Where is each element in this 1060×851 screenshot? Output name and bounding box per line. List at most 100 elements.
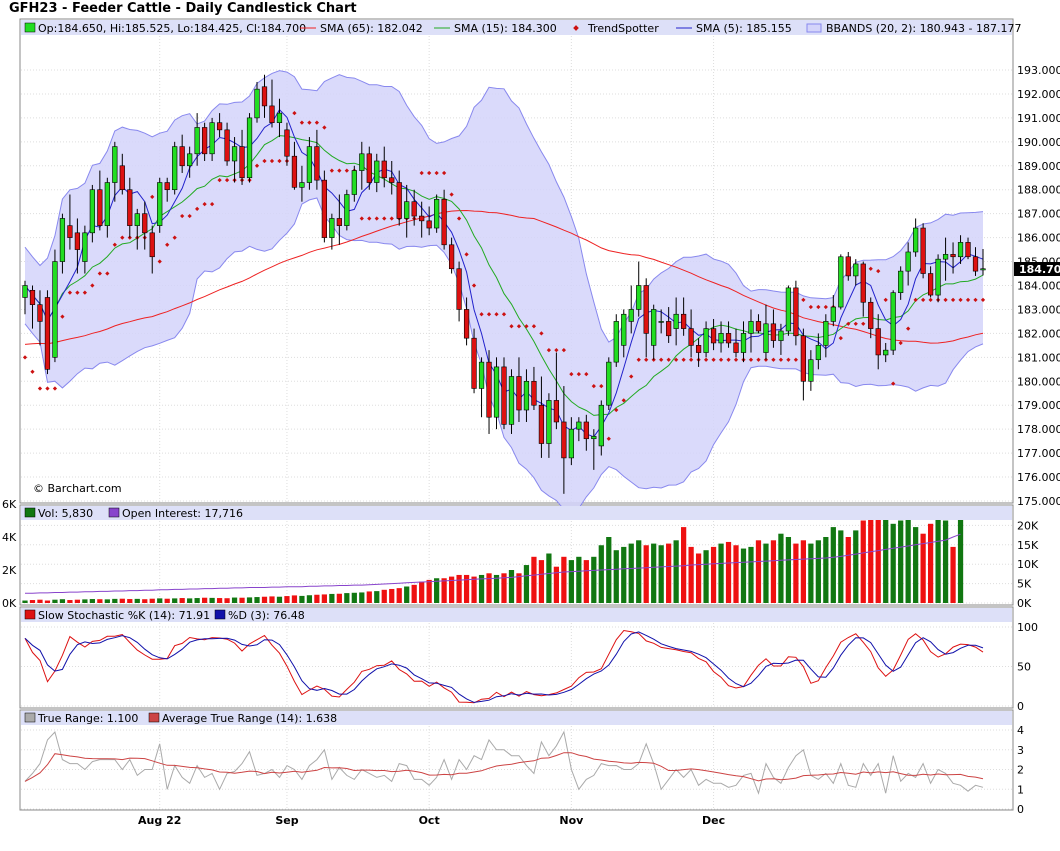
volume-bar: [149, 598, 155, 603]
trendspotter-dot: [262, 158, 267, 164]
candle-body: [172, 146, 178, 191]
candle-body: [531, 380, 537, 406]
volume-bar: [636, 540, 642, 603]
atr-panel[interactable]: [19, 709, 1014, 811]
candle-body: [598, 404, 604, 447]
volume-bar: [733, 545, 739, 603]
price-tick-label: 183.000: [1017, 303, 1060, 316]
tr-legend-swatch: [24, 712, 36, 723]
trendspotter-dot: [427, 170, 432, 176]
stoch-d-line: [24, 631, 984, 703]
atr-line: [24, 752, 984, 782]
volume-bar: [374, 591, 380, 603]
candle-body: [74, 232, 81, 250]
volume-bar: [793, 543, 799, 603]
price-tick-label: 186.000: [1017, 232, 1060, 245]
candle-body: [261, 86, 268, 107]
trendspotter-dot: [367, 216, 372, 221]
volume-bar: [913, 527, 919, 603]
candle-body: [815, 345, 821, 361]
candle-body: [29, 289, 36, 305]
volume-bar: [314, 594, 320, 603]
volume-bar: [950, 546, 956, 603]
volume-bar: [269, 596, 275, 603]
candle-body: [194, 127, 200, 155]
trendspotter-dot: [808, 304, 813, 310]
volume-bar: [621, 546, 627, 603]
volume-bar: [29, 600, 36, 603]
trendspotter-dot: [756, 357, 761, 362]
volume-bar: [830, 527, 836, 603]
volume-bar: [471, 576, 477, 603]
volume-bar: [291, 595, 298, 603]
candle-body: [785, 287, 792, 332]
candle-body: [703, 328, 709, 353]
candle-body: [359, 153, 365, 171]
volume-bar: [815, 540, 821, 603]
volume-bar: [381, 589, 387, 603]
trendspotter-dot: [823, 304, 828, 310]
stochastic-panel[interactable]: [19, 606, 1014, 709]
volume-bar: [725, 541, 732, 603]
volume-bar: [172, 598, 178, 603]
trendspotter-dot: [389, 216, 394, 221]
candle-body: [845, 256, 851, 277]
trendspotter-dot: [838, 336, 843, 341]
candle-body: [389, 177, 395, 183]
candle-body: [119, 165, 125, 191]
candle-body: [591, 436, 597, 440]
candle-body: [733, 342, 739, 353]
volume-bar: [239, 597, 245, 603]
volume-bar: [868, 517, 874, 603]
trendspotter-dot: [965, 297, 971, 302]
last-price-box: [1014, 262, 1060, 276]
volume-left-tick: 2K: [2, 564, 17, 577]
candles: [22, 74, 986, 494]
candle-body: [374, 160, 380, 183]
trendspotter-dot: [344, 168, 349, 173]
volume-bar: [216, 598, 223, 603]
volume-bar: [366, 591, 372, 603]
volume-bar: [246, 597, 253, 603]
trendspotter-dot: [329, 168, 334, 173]
candle-body: [576, 421, 582, 430]
volume-bar: [875, 513, 881, 603]
trendspotter-dot: [569, 371, 574, 377]
candle-body: [942, 254, 949, 260]
trendspotter-dot: [157, 259, 162, 264]
candle-body: [209, 122, 215, 155]
trendspotter-dot: [718, 357, 724, 362]
trendspotter-dot: [486, 312, 492, 317]
atr-legend-bar: [21, 711, 1012, 725]
candle-body: [396, 182, 402, 219]
price-tick-label: 180.000: [1017, 375, 1060, 388]
volume-right-tick: 15K: [1017, 539, 1039, 552]
candle-body: [37, 304, 43, 322]
volume-bar: [434, 578, 440, 603]
candle-body: [434, 199, 440, 229]
trendspotter-dot: [180, 213, 185, 219]
volume-bar: [666, 543, 672, 603]
trendspotter-dot: [456, 216, 462, 221]
candle-body: [972, 256, 979, 272]
stoch-k-legend: Slow Stochastic %K (14): 71.91: [38, 609, 210, 622]
candle-body: [636, 285, 642, 310]
candle-body: [329, 218, 335, 238]
trendspotter-dot: [906, 326, 911, 331]
volume-bar: [568, 560, 574, 603]
price-tick-label: 193.000: [1017, 64, 1060, 77]
candle-body: [299, 182, 305, 188]
trendspotter-dot: [195, 206, 200, 211]
trendspotter-dot: [659, 357, 664, 362]
volume-bar: [389, 588, 395, 603]
trendspotter-dot: [561, 348, 566, 353]
candle-body: [471, 337, 477, 389]
candle-body: [920, 227, 926, 274]
true-range-line: [24, 730, 984, 795]
ohlc-legend: Op:184.650, Hi:185.525, Lo:184.425, Cl:1…: [38, 22, 306, 35]
candle-body: [830, 306, 836, 322]
volume-bar: [748, 546, 754, 603]
volume-bar: [516, 573, 522, 603]
volume-bar: [284, 596, 290, 603]
